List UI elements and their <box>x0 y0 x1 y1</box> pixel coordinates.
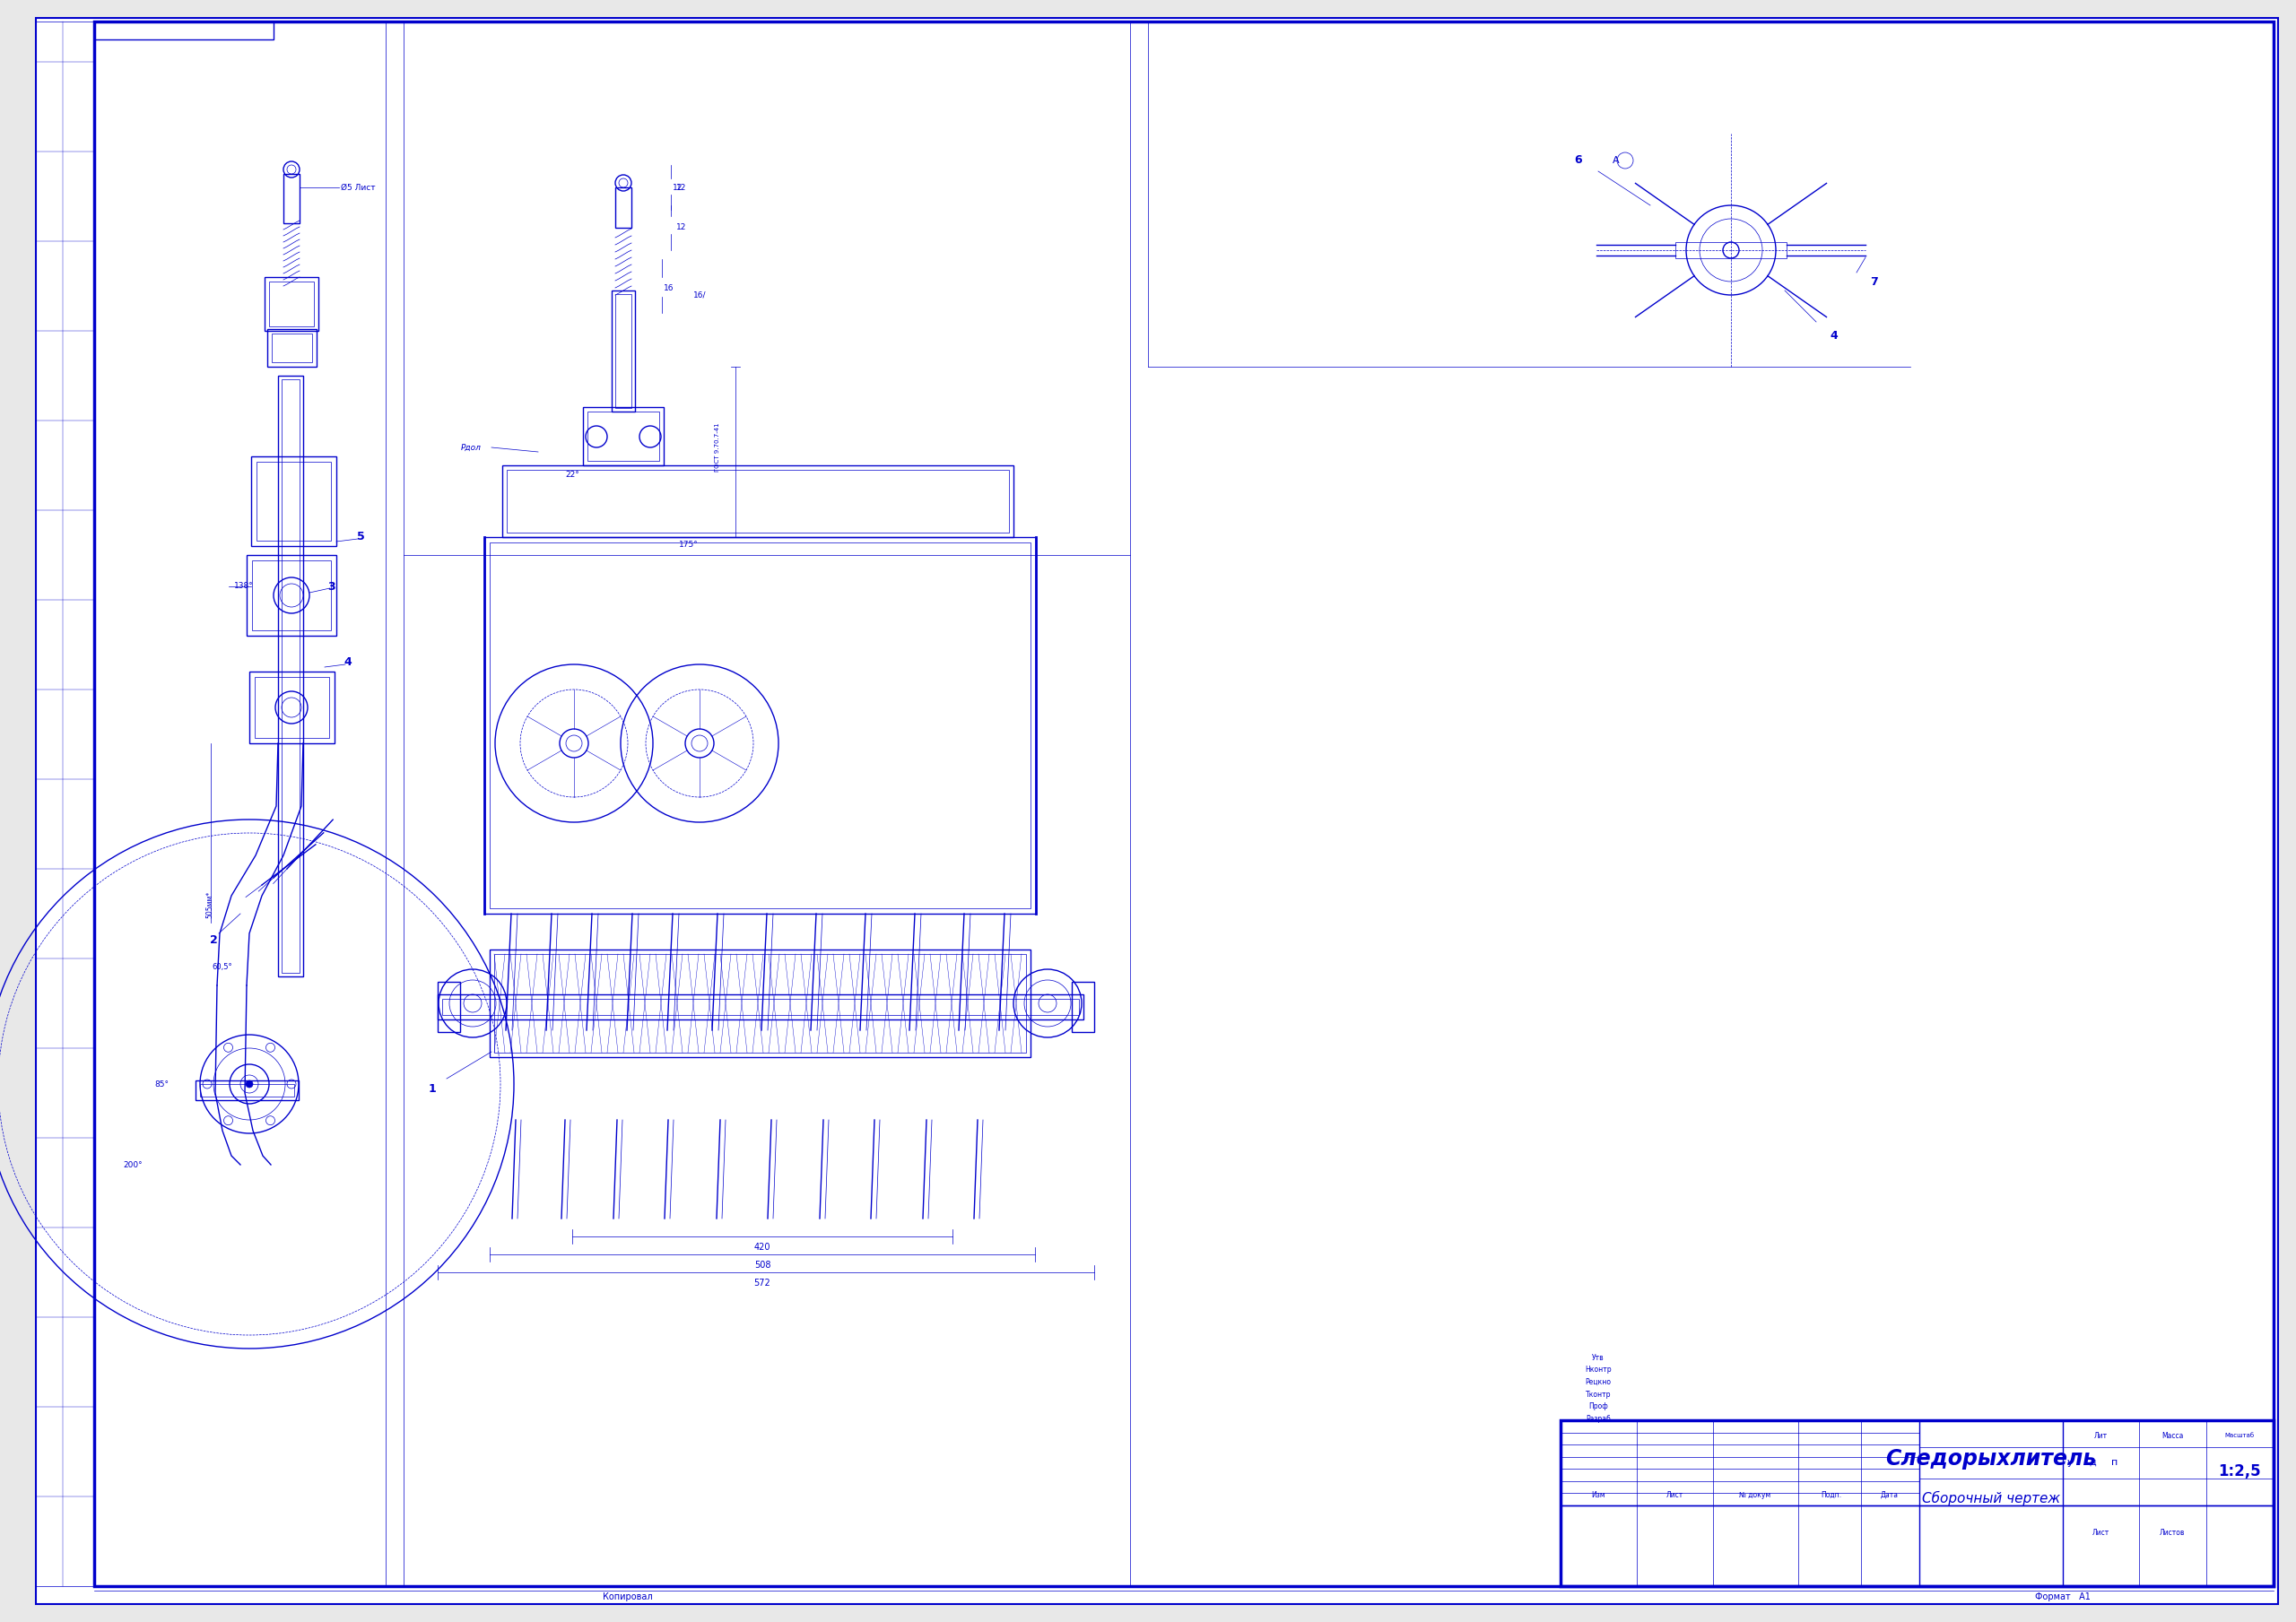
Text: Лит: Лит <box>2094 1432 2108 1440</box>
Text: 1:2,5: 1:2,5 <box>2218 1463 2262 1479</box>
Text: Следорыхлитель: Следорыхлитель <box>1885 1448 2096 1470</box>
Text: 16: 16 <box>664 284 675 292</box>
Bar <box>489 949 1031 1058</box>
Text: Сборочный чертеж: Сборочный чертеж <box>1922 1491 2060 1505</box>
Text: Масштаб: Масштаб <box>2225 1432 2255 1439</box>
Text: п: п <box>2112 1458 2119 1466</box>
Text: д: д <box>2089 1458 2096 1466</box>
Bar <box>253 560 331 631</box>
Bar <box>439 994 1084 1020</box>
Text: 1: 1 <box>429 1082 436 1095</box>
Bar <box>37 21 94 1586</box>
Text: 5: 5 <box>356 532 365 543</box>
Bar <box>264 277 319 331</box>
Text: 505мм*: 505мм* <box>204 890 214 918</box>
Text: 3: 3 <box>328 581 335 592</box>
Bar <box>489 542 1031 908</box>
Text: Формат   А1: Формат А1 <box>2034 1593 2092 1601</box>
Bar <box>1072 981 1095 1032</box>
Bar <box>588 412 659 461</box>
Text: 420: 420 <box>753 1242 771 1252</box>
Bar <box>271 334 312 362</box>
Text: Копировал: Копировал <box>604 1593 652 1601</box>
Bar <box>484 537 1035 913</box>
Text: Изм: Изм <box>1591 1491 1605 1499</box>
Bar <box>257 462 331 540</box>
Text: 508: 508 <box>753 1260 771 1270</box>
Text: Проф: Проф <box>1589 1403 1607 1411</box>
Bar <box>266 329 317 367</box>
Text: Ø5 Лист: Ø5 Лист <box>340 183 377 191</box>
Text: 138°: 138° <box>234 582 255 590</box>
Text: 6: 6 <box>1575 154 1582 167</box>
Bar <box>494 954 1026 1053</box>
Text: 7: 7 <box>1871 276 1878 287</box>
Text: Лист: Лист <box>1667 1491 1683 1499</box>
Bar <box>282 174 298 224</box>
Bar <box>282 380 298 973</box>
Text: 175°: 175° <box>680 540 698 548</box>
Bar <box>250 456 335 547</box>
Bar <box>615 188 631 227</box>
Text: № докум: № докум <box>1740 1491 1770 1499</box>
Bar <box>195 1080 298 1100</box>
Bar <box>507 470 1008 532</box>
Bar <box>443 999 1079 1015</box>
Text: Тконтр: Тконтр <box>1587 1390 1612 1398</box>
Text: Подп.: Подп. <box>1821 1491 1841 1499</box>
Bar <box>200 1083 294 1096</box>
Text: Дата: Дата <box>1880 1491 1899 1499</box>
Text: Разраб: Разраб <box>1587 1414 1612 1422</box>
Text: 12: 12 <box>673 183 684 191</box>
Bar <box>255 676 328 738</box>
Text: 85°: 85° <box>154 1080 168 1088</box>
Text: 572: 572 <box>753 1278 771 1288</box>
Text: ГОСТ 9.70.7-41: ГОСТ 9.70.7-41 <box>714 423 721 472</box>
Circle shape <box>246 1080 253 1088</box>
Text: 12: 12 <box>677 224 687 232</box>
Text: 4: 4 <box>344 657 351 668</box>
Text: 2: 2 <box>209 934 218 946</box>
Text: 22°: 22° <box>565 470 579 478</box>
Bar <box>278 376 303 976</box>
Text: у: у <box>2066 1458 2073 1466</box>
Bar <box>246 555 335 636</box>
Bar <box>583 407 664 466</box>
Text: 200°: 200° <box>124 1161 142 1169</box>
Bar <box>615 294 631 409</box>
Bar <box>611 290 636 412</box>
Bar <box>503 466 1013 537</box>
Text: Рецкно: Рецкно <box>1584 1379 1612 1387</box>
Bar <box>1676 242 1786 258</box>
Text: А: А <box>1612 156 1619 165</box>
Text: Утв: Утв <box>1591 1354 1605 1362</box>
Text: 16/: 16/ <box>693 290 707 298</box>
Text: 12: 12 <box>677 183 687 191</box>
Text: 4: 4 <box>1830 329 1839 341</box>
Text: Лист: Лист <box>2092 1528 2110 1536</box>
Bar <box>439 981 459 1032</box>
Bar <box>1561 1421 2273 1586</box>
Text: Рдол: Рдол <box>461 443 482 451</box>
Text: Масса: Масса <box>2161 1432 2183 1440</box>
Bar <box>250 672 335 743</box>
Bar <box>269 282 315 326</box>
Text: Листов: Листов <box>2161 1528 2186 1536</box>
Text: 60,5°: 60,5° <box>211 963 232 972</box>
Text: Нконтр: Нконтр <box>1584 1366 1612 1374</box>
Bar <box>94 21 273 39</box>
